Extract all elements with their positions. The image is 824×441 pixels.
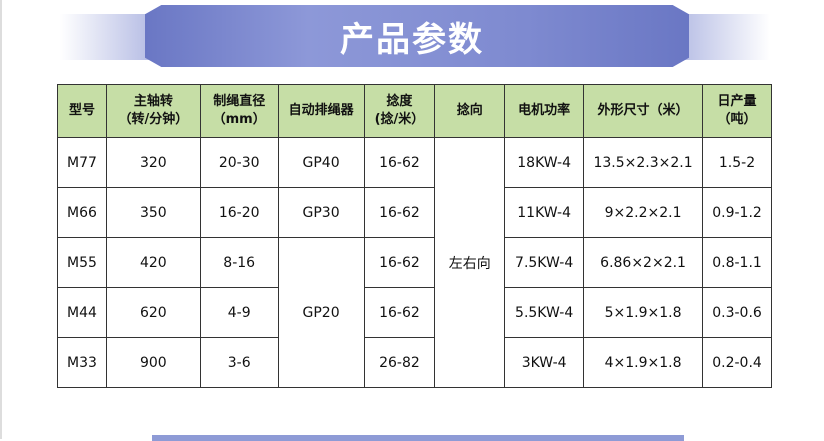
table-row: M55 420 8-16 GP20 16-62 7.5KW-4 6.86×2×2.1 0.8-… xyxy=(57,237,772,388)
column-header: 捻度 (捻/米） xyxy=(363,84,436,138)
cell-twist: 16-62 xyxy=(363,137,436,188)
header-text: (捻/米） xyxy=(374,112,425,127)
cell-speed: 320 xyxy=(105,137,201,188)
cell-twist: 26-82 xyxy=(363,337,436,388)
column-header: 型号 xyxy=(57,84,107,138)
cell-speed: 420 xyxy=(105,237,201,288)
cell-rope: GP40 xyxy=(277,137,365,188)
header-text: 自动排绳器 xyxy=(288,103,354,118)
column-header: 制绳直径 （mm） xyxy=(199,84,279,138)
cell-twist: 16-62 xyxy=(363,287,436,338)
column-header: 主轴转 （转/分钟） xyxy=(105,84,201,138)
cell-model: M66 xyxy=(57,187,107,238)
header-text: 外形尺寸（米） xyxy=(597,103,689,118)
cell-power: 7.5KW-4 xyxy=(504,237,585,288)
cell-speed: 350 xyxy=(105,187,201,238)
cell-model: M55 xyxy=(57,237,107,288)
table-row: M44 620 4-9 16-62 5.5KW-4 5×1.9×1.8 0.3-0.6 xyxy=(57,287,772,338)
header-text: （吨） xyxy=(717,112,757,127)
header-text: （转/分钟） xyxy=(118,112,189,127)
cell-dia: 20-30 xyxy=(199,137,279,188)
cell-twist: 16-62 xyxy=(363,187,436,238)
cell-model: M77 xyxy=(57,137,107,188)
cell-output: 0.9-1.2 xyxy=(702,187,772,238)
cell-output: 0.8-1.1 xyxy=(702,237,772,288)
cell-output: 0.3-0.6 xyxy=(702,287,772,338)
table-row: M77 320 20-30 GP40 16-62 左右向 18KW-4 13.5×2.3×2.… xyxy=(57,137,772,388)
header-text: 主轴转 xyxy=(133,94,173,109)
cell-output: 1.5-2 xyxy=(702,137,772,188)
cell-speed: 620 xyxy=(105,287,201,338)
column-header: 电机功率 xyxy=(504,84,585,138)
cell-size: 13.5×2.3×2.1 xyxy=(583,137,704,188)
cell-dia: 3-6 xyxy=(199,337,279,388)
title-banner xyxy=(145,5,689,67)
cell-speed: 900 xyxy=(105,337,201,388)
cell-twist: 16-62 xyxy=(363,237,436,288)
header-text: 捻向 xyxy=(456,103,483,118)
header-text: 型号 xyxy=(68,103,95,118)
spec-table: 型号 主轴转 （转/分钟） 制绳直径 （mm） 自动排绳器 捻度 (捻/米） 捻向 电机功率 外形尺… xyxy=(57,84,772,388)
cell-size: 6.86×2×2.1 xyxy=(583,237,704,288)
column-header: 自动排绳器 xyxy=(277,84,365,138)
cell-output: 0.2-0.4 xyxy=(702,337,772,388)
cell-dia: 8-16 xyxy=(199,237,279,288)
cell-size: 4×1.9×1.8 xyxy=(583,337,704,388)
header-text: 电机功率 xyxy=(518,103,571,118)
table-row: M66 350 16-20 GP30 16-62 11KW-4 9×2.2×2.1 0.9-1… xyxy=(57,187,772,238)
cell-size: 9×2.2×2.1 xyxy=(583,187,704,238)
header-row: 型号 主轴转 （转/分钟） 制绳直径 （mm） 自动排绳器 捻度 (捻/米） 捻向 电机功率 外形尺… xyxy=(57,84,772,138)
header-text: （mm） xyxy=(212,112,266,127)
cell-size: 5×1.9×1.8 xyxy=(583,287,704,338)
cell-power: 5.5KW-4 xyxy=(504,287,585,338)
cell-model: M44 xyxy=(57,287,107,338)
column-header: 外形尺寸（米） xyxy=(583,84,704,138)
header-text: 捻度 xyxy=(386,94,413,109)
cell-dia: 4-9 xyxy=(199,287,279,338)
table-row: M33 900 3-6 26-82 3KW-4 4×1.9×1.8 0.2-0.4 xyxy=(57,337,772,388)
column-header: 捻向 xyxy=(434,84,506,138)
cell-model: M33 xyxy=(57,337,107,388)
column-header: 日产量 （吨） xyxy=(702,84,772,138)
cell-power: 18KW-4 xyxy=(504,137,585,188)
page-title: 产品参数 xyxy=(340,20,484,60)
cell-direction: 左右向 xyxy=(434,137,506,388)
cell-dia: 16-20 xyxy=(199,187,279,238)
header-text: 日产量 xyxy=(717,94,757,109)
next-banner xyxy=(152,435,684,441)
cell-rope: GP30 xyxy=(277,187,365,238)
header-text: 制绳直径 xyxy=(213,94,266,109)
cell-power: 11KW-4 xyxy=(504,187,585,238)
cell-power: 3KW-4 xyxy=(504,337,585,388)
cell-rope: GP20 xyxy=(277,237,365,388)
page-edge xyxy=(0,0,2,439)
